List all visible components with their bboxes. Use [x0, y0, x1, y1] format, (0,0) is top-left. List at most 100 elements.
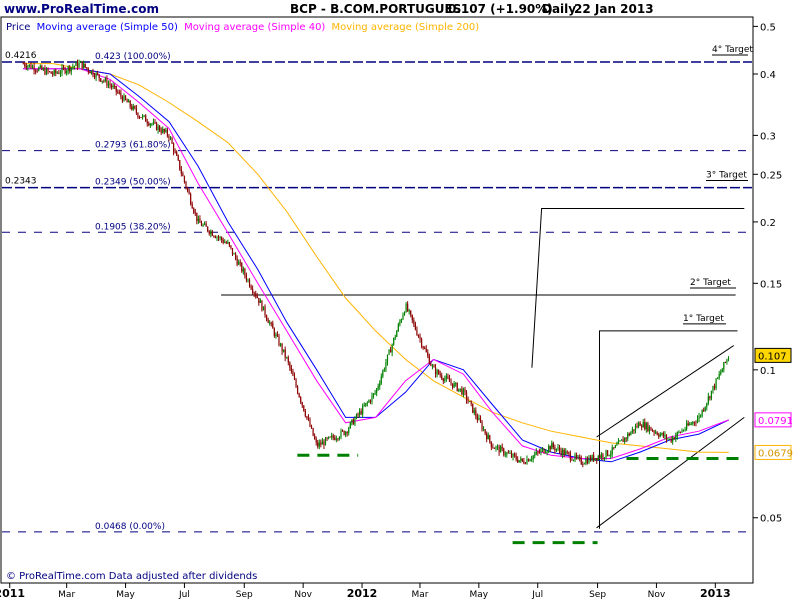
price-bar-body: [594, 458, 596, 461]
price-bar-body: [265, 315, 268, 320]
price-bar-body: [562, 449, 564, 455]
price-bar-body: [354, 418, 356, 425]
price-bar-body: [248, 279, 251, 287]
price-bar-body: [469, 401, 471, 403]
price-bar-body: [211, 231, 213, 236]
price-bar-body: [509, 453, 511, 455]
price-bar-body: [363, 405, 365, 407]
axes: 0.05 0.1 0.15 0.2 0.25 0.3 0.4 0.5 2011 Mar May Jul…: [0, 22, 793, 600]
price-bar-body: [526, 459, 528, 464]
price-bar-body: [86, 67, 88, 69]
price-bar-body: [25, 66, 27, 68]
price-bar-body: [695, 422, 697, 424]
price-bar-body: [721, 369, 723, 373]
price-bar-body: [287, 357, 289, 363]
price-bar-body: [503, 448, 505, 455]
price-bar-body: [698, 415, 700, 419]
price-bar-body: [270, 322, 272, 324]
legend: Price Moving average (Simple 50) Moving …: [6, 22, 479, 33]
price-bar-body: [410, 310, 412, 315]
ma200-line: [23, 63, 729, 453]
price-bar-body: [608, 455, 610, 457]
price-bar-body: [603, 457, 606, 459]
price-bar-body: [104, 78, 106, 81]
price-bar-body: [464, 388, 466, 393]
price-bar-body: [66, 70, 68, 73]
price-bar-body: [433, 365, 435, 368]
price-bar-body: [312, 428, 314, 436]
price-bar-body: [352, 419, 354, 425]
price-bar-body: [33, 66, 35, 71]
price-bar-body: [180, 169, 182, 174]
price-bar-body: [118, 92, 120, 94]
price-bar-body: [402, 314, 404, 320]
price-bar-body: [709, 396, 711, 399]
price-bar-body: [332, 435, 334, 438]
price-bar-body: [272, 323, 274, 329]
price-bar-body: [380, 376, 382, 384]
price-bar-body: [507, 452, 509, 454]
price-bar-body: [129, 100, 131, 107]
price-bar-body: [524, 463, 527, 465]
price-bar-body: [64, 68, 66, 73]
price-bar-body: [554, 447, 556, 451]
price-bar-body: [628, 433, 630, 436]
price-bar-body: [293, 375, 296, 380]
price-bar-body: [727, 357, 730, 360]
price-bar-body: [70, 67, 72, 72]
price-bar-body: [169, 138, 172, 139]
price-bar-body: [682, 430, 685, 432]
price-bar-body: [520, 458, 522, 461]
price-bar-body: [149, 123, 151, 126]
channel-upper-line: [596, 345, 734, 438]
last-value-label: 0.0679: [758, 448, 793, 459]
price-bar-body: [451, 383, 454, 388]
price-bar-body: [588, 457, 590, 464]
price-bar-body: [345, 431, 347, 435]
price-bar-body: [713, 385, 716, 388]
price-bar-body: [552, 443, 554, 448]
price-bar-body: [47, 68, 49, 72]
price-bar-body: [362, 405, 364, 415]
price-bar-body: [107, 83, 110, 86]
price-bar-body: [481, 422, 483, 430]
price-bar-body: [331, 435, 333, 437]
price-bar-body: [151, 123, 153, 125]
price-bar-body: [662, 433, 664, 437]
price-bar-body: [560, 450, 562, 455]
price-bar-body: [186, 187, 189, 191]
price-bar-body: [479, 417, 482, 423]
price-bar-body: [527, 459, 530, 462]
price-bar-body: [470, 401, 472, 404]
price-bar-body: [577, 457, 579, 458]
price-bar-body: [678, 431, 680, 433]
price-bar-body: [606, 450, 609, 456]
price-bar-body: [448, 378, 451, 382]
price-bar-body: [579, 457, 581, 458]
price-bar-body: [172, 143, 175, 152]
price-bar-body: [224, 242, 226, 244]
price-bar-body: [262, 306, 265, 311]
price-bar-body: [244, 269, 246, 276]
price-bar-body: [531, 458, 533, 460]
price-bar-body: [42, 68, 44, 70]
price-bar-body: [61, 67, 63, 73]
price-bar-body: [382, 370, 384, 377]
price-bar-body: [571, 459, 573, 461]
price-bar-body: [193, 208, 195, 213]
x-tick-label: 2011: [0, 587, 25, 600]
price-bar-body: [413, 320, 415, 324]
edge-label: 0.4216: [5, 51, 37, 61]
price-bar-body: [247, 279, 249, 281]
price-bar-body: [400, 319, 403, 322]
price-bar-body: [617, 441, 620, 445]
price-bar-body: [58, 72, 60, 74]
price-bar-body: [569, 453, 571, 460]
price-bar-body: [337, 438, 339, 440]
price-bar-body: [465, 392, 468, 400]
price-bar-body: [146, 121, 148, 124]
price-bar-body: [596, 458, 598, 461]
price-bar-body: [424, 348, 426, 349]
price-bar-body: [103, 80, 105, 82]
price-bar-body: [537, 451, 539, 453]
